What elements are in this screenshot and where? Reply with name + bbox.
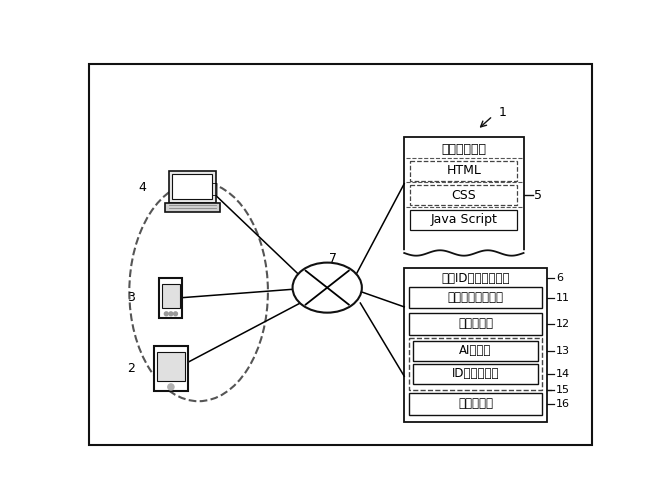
Circle shape xyxy=(173,312,177,316)
Text: 14: 14 xyxy=(556,369,570,379)
Bar xyxy=(165,203,220,212)
Bar xyxy=(413,341,539,361)
Bar xyxy=(409,287,542,308)
Bar xyxy=(173,174,212,199)
Bar xyxy=(409,338,542,390)
Bar xyxy=(410,161,517,180)
Text: ウェブサイト: ウェブサイト xyxy=(442,143,487,156)
Text: 判定サーバ: 判定サーバ xyxy=(458,318,493,330)
Text: 4: 4 xyxy=(139,181,146,194)
Text: 12: 12 xyxy=(556,319,570,329)
Text: 15: 15 xyxy=(556,385,570,395)
Text: 6: 6 xyxy=(556,273,563,283)
Circle shape xyxy=(165,312,168,316)
Text: 13: 13 xyxy=(556,346,570,356)
Bar xyxy=(413,364,539,384)
Text: ID生成サーバ: ID生成サーバ xyxy=(452,367,499,381)
Bar xyxy=(154,346,188,391)
Text: 分析サーバ: 分析サーバ xyxy=(458,397,493,410)
Ellipse shape xyxy=(293,263,362,312)
Text: ユーザ: ユーザ xyxy=(194,182,219,196)
Bar xyxy=(410,210,517,230)
Text: 2: 2 xyxy=(127,362,135,375)
Text: 1: 1 xyxy=(499,105,507,118)
Text: 5: 5 xyxy=(535,188,542,202)
Bar xyxy=(410,185,517,205)
Text: 識別ID付与システム: 識別ID付与システム xyxy=(441,272,510,285)
Text: 7: 7 xyxy=(329,252,337,265)
Bar xyxy=(404,268,546,422)
Text: AIサーバ: AIサーバ xyxy=(459,344,491,357)
Bar xyxy=(169,170,216,203)
Bar xyxy=(404,138,523,253)
Text: HTML: HTML xyxy=(446,164,481,177)
Bar xyxy=(409,393,542,415)
Bar xyxy=(161,284,180,308)
Text: 16: 16 xyxy=(556,399,570,409)
Text: Java Script: Java Script xyxy=(430,213,497,226)
Text: 3: 3 xyxy=(127,291,135,304)
Circle shape xyxy=(169,312,173,316)
Bar xyxy=(159,278,183,318)
Text: 11: 11 xyxy=(556,293,570,302)
Bar xyxy=(157,352,185,381)
Bar xyxy=(409,313,542,335)
Circle shape xyxy=(168,384,174,390)
Text: CSS: CSS xyxy=(452,188,476,202)
Text: キャッシュサーバ: キャッシュサーバ xyxy=(448,291,503,304)
